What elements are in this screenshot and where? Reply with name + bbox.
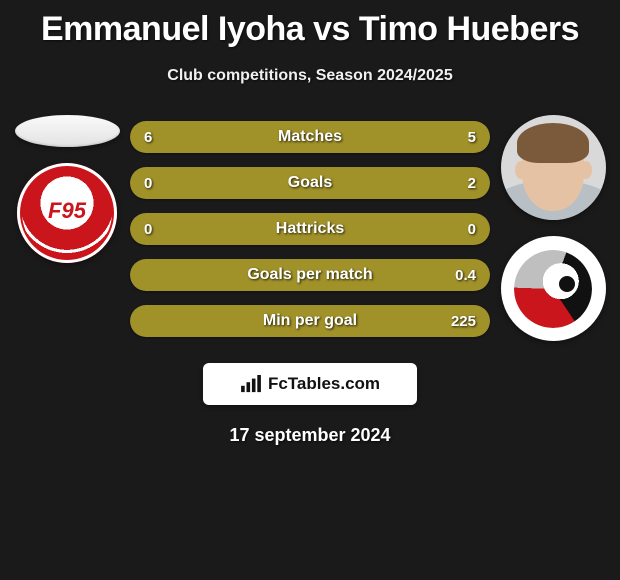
stat-bar: Goals per match 0.4 <box>130 259 490 291</box>
left-player-avatar-placeholder <box>15 115 120 147</box>
bars-icon <box>240 375 262 393</box>
attribution-text: FcTables.com <box>268 374 380 394</box>
attribution-badge: FcTables.com <box>203 363 417 405</box>
stat-bar: 6 Matches 5 <box>130 121 490 153</box>
stat-bar: Min per goal 225 <box>130 305 490 337</box>
comparison-main: 6 Matches 5 0 Goals 2 0 Hattricks 0 Goals per mat… <box>0 115 620 341</box>
stat-value-left: 6 <box>144 129 152 146</box>
stat-label: Matches <box>278 128 342 146</box>
stats-bars: 6 Matches 5 0 Goals 2 0 Hattricks 0 Goals per mat… <box>130 121 490 337</box>
stat-value-left: 0 <box>144 175 152 192</box>
left-player-club-badge <box>17 163 117 263</box>
stat-value-right: 225 <box>451 313 476 330</box>
stat-value-right: 0.4 <box>455 267 476 284</box>
stat-label: Goals <box>288 174 332 192</box>
page-title: Emmanuel Iyoha vs Timo Huebers <box>0 10 620 49</box>
stat-value-left: 0 <box>144 221 152 238</box>
right-player-avatar <box>501 115 606 220</box>
stat-bar: 0 Goals 2 <box>130 167 490 199</box>
stat-value-right: 2 <box>468 175 476 192</box>
stat-value-right: 0 <box>468 221 476 238</box>
stat-value-right: 5 <box>468 129 476 146</box>
left-player-column <box>12 115 122 263</box>
footer-date: 17 september 2024 <box>0 425 620 446</box>
stat-bar: 0 Hattricks 0 <box>130 213 490 245</box>
right-player-club-badge <box>501 236 606 341</box>
stat-label: Goals per match <box>247 266 372 284</box>
stat-label: Hattricks <box>276 220 344 238</box>
page-subtitle: Club competitions, Season 2024/2025 <box>0 67 620 85</box>
stat-bar-fill-right <box>328 121 490 153</box>
stat-label: Min per goal <box>263 312 357 330</box>
right-player-column <box>498 115 608 341</box>
